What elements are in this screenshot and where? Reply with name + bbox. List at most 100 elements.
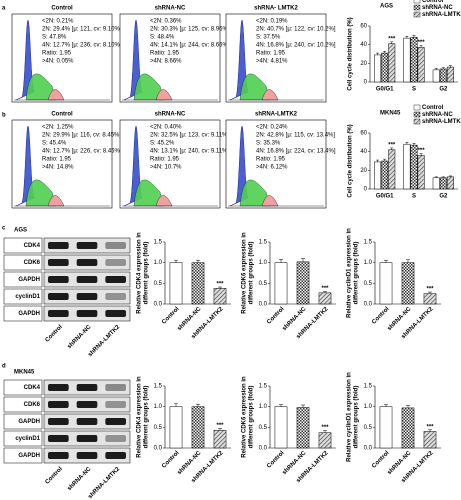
s-phase [25, 179, 57, 207]
flow-stat: 2N: 30.3% [μ: 125, cv: 8.96%] [150, 27, 230, 33]
y-tick-label: 0.0 [364, 446, 373, 452]
blot-band [48, 435, 69, 442]
bar [410, 144, 418, 190]
flow-title: shRNA-NC [155, 112, 186, 118]
y-tick-label: 1.5 [364, 384, 373, 390]
bar [388, 149, 396, 190]
flow-stat: S: 37.5% [256, 35, 281, 41]
bar [274, 406, 288, 449]
error-bar [448, 65, 452, 68]
bar [403, 143, 411, 190]
y-tick-label: 0.5 [154, 425, 163, 431]
blot-band [48, 384, 69, 391]
label-box [3, 430, 43, 447]
y-axis-label: Relative cyclinD1 expression in [347, 228, 353, 318]
y-tick-label: 1.0 [154, 260, 163, 266]
x-tick-label: Control [371, 450, 391, 470]
flow-stat: >4N: 6.12% [256, 165, 288, 171]
blot-band [105, 418, 126, 425]
panel-label: b [2, 113, 6, 119]
error-bar [323, 291, 327, 293]
flow-stat: S: 35.3% [256, 141, 281, 147]
y-tick-label: 0.0 [259, 446, 268, 452]
error-bar [412, 143, 416, 146]
flow-stat: 4N: 16.8% [μ: 224, cv: 13.4%] [256, 149, 336, 155]
significance: *** [426, 424, 434, 430]
y-tick-label: 1.0 [259, 404, 268, 410]
error-bar [384, 259, 388, 263]
flow-stat: Ratio: 1.95 [42, 157, 72, 163]
x-tick-label: Control [371, 306, 391, 326]
error-bar [390, 147, 394, 150]
error-bar [405, 142, 409, 145]
flow-stat: 2N: 29.9% [μ: 116, cv: 8.45%] [42, 133, 121, 139]
x-tick-label: S [412, 87, 416, 93]
x-tick-label: G2 [439, 194, 448, 200]
bar [401, 407, 415, 449]
error-bar [279, 259, 283, 263]
label-box [3, 237, 43, 254]
y-axis-label: different groups (fold) [144, 386, 150, 449]
y-tick-label: 20 [360, 61, 367, 67]
bar [432, 177, 440, 190]
cell-line: MKN45 [14, 370, 35, 376]
flow-stat: S: 45.2% [150, 141, 175, 147]
y-axis-label: different groups (fold) [249, 242, 255, 305]
lane-label: shRNA-LMTK2 [87, 324, 121, 358]
y-tick-label: 0.0 [154, 302, 163, 308]
blot-band [105, 310, 126, 317]
blot-band [48, 259, 69, 266]
s-phase [133, 179, 165, 207]
bar [388, 43, 396, 83]
bar [191, 406, 205, 449]
blot-band [105, 401, 126, 408]
legend-label: shRNA-NC [422, 112, 453, 118]
flow-stat: Ratio: 1.95 [150, 157, 180, 163]
legend-swatch [413, 0, 421, 4]
y-axis-label: different groups (fold) [249, 386, 255, 449]
legend-swatch [413, 11, 421, 18]
bar [379, 262, 393, 305]
bar [213, 429, 227, 449]
x-tick-label: Control [266, 450, 286, 470]
error-bar [218, 428, 222, 431]
flow-stat: S: 48.4% [150, 35, 175, 41]
blot-band [105, 384, 126, 391]
blot-band [76, 384, 98, 391]
error-bar [441, 176, 445, 178]
flow-stat: S: 45.4% [42, 141, 67, 147]
error-bar [196, 259, 200, 263]
bar [169, 262, 183, 305]
y-tick-label: 40 [360, 42, 367, 48]
blot-band [48, 276, 69, 283]
flow-stat: >4N: 0.05% [42, 59, 74, 65]
bar [446, 176, 454, 190]
flow-stat: <2N: 0.24% [256, 125, 288, 131]
blot-band [48, 418, 69, 425]
flow-stat: 4N: 13.1% [μ: 240, cv: 9.11%] [150, 149, 229, 155]
lane-label: Control [45, 466, 65, 486]
panel-label: d [2, 364, 6, 370]
blot-band [105, 293, 126, 300]
flow-stat: <2N: 1.25% [42, 125, 74, 131]
error-bar [174, 403, 178, 407]
legend-swatch [413, 4, 421, 11]
lane-label: shRNA-NC [67, 466, 93, 492]
flow-stat: 2N: 42.8% [μ: 115, cv: 13.4%] [256, 133, 335, 139]
flow-stat: 4N: 16.8% [μ: 240, cv: 10.2%] [256, 43, 336, 49]
blot-band [48, 293, 69, 300]
error-bar [301, 258, 305, 262]
blot-band [105, 435, 126, 442]
blot-band [76, 259, 98, 266]
blot-band [48, 310, 69, 317]
flow-stat: >4N: 8.66% [150, 59, 182, 65]
flow-title: Control [51, 6, 73, 12]
y-tick-label: 1.5 [259, 384, 268, 390]
y-tick-label: 0.0 [259, 302, 268, 308]
flow-stat: Ratio: 1.95 [150, 51, 180, 57]
error-bar [419, 45, 423, 48]
error-bar [434, 68, 438, 70]
error-bar [174, 259, 178, 263]
significance: *** [321, 425, 329, 431]
